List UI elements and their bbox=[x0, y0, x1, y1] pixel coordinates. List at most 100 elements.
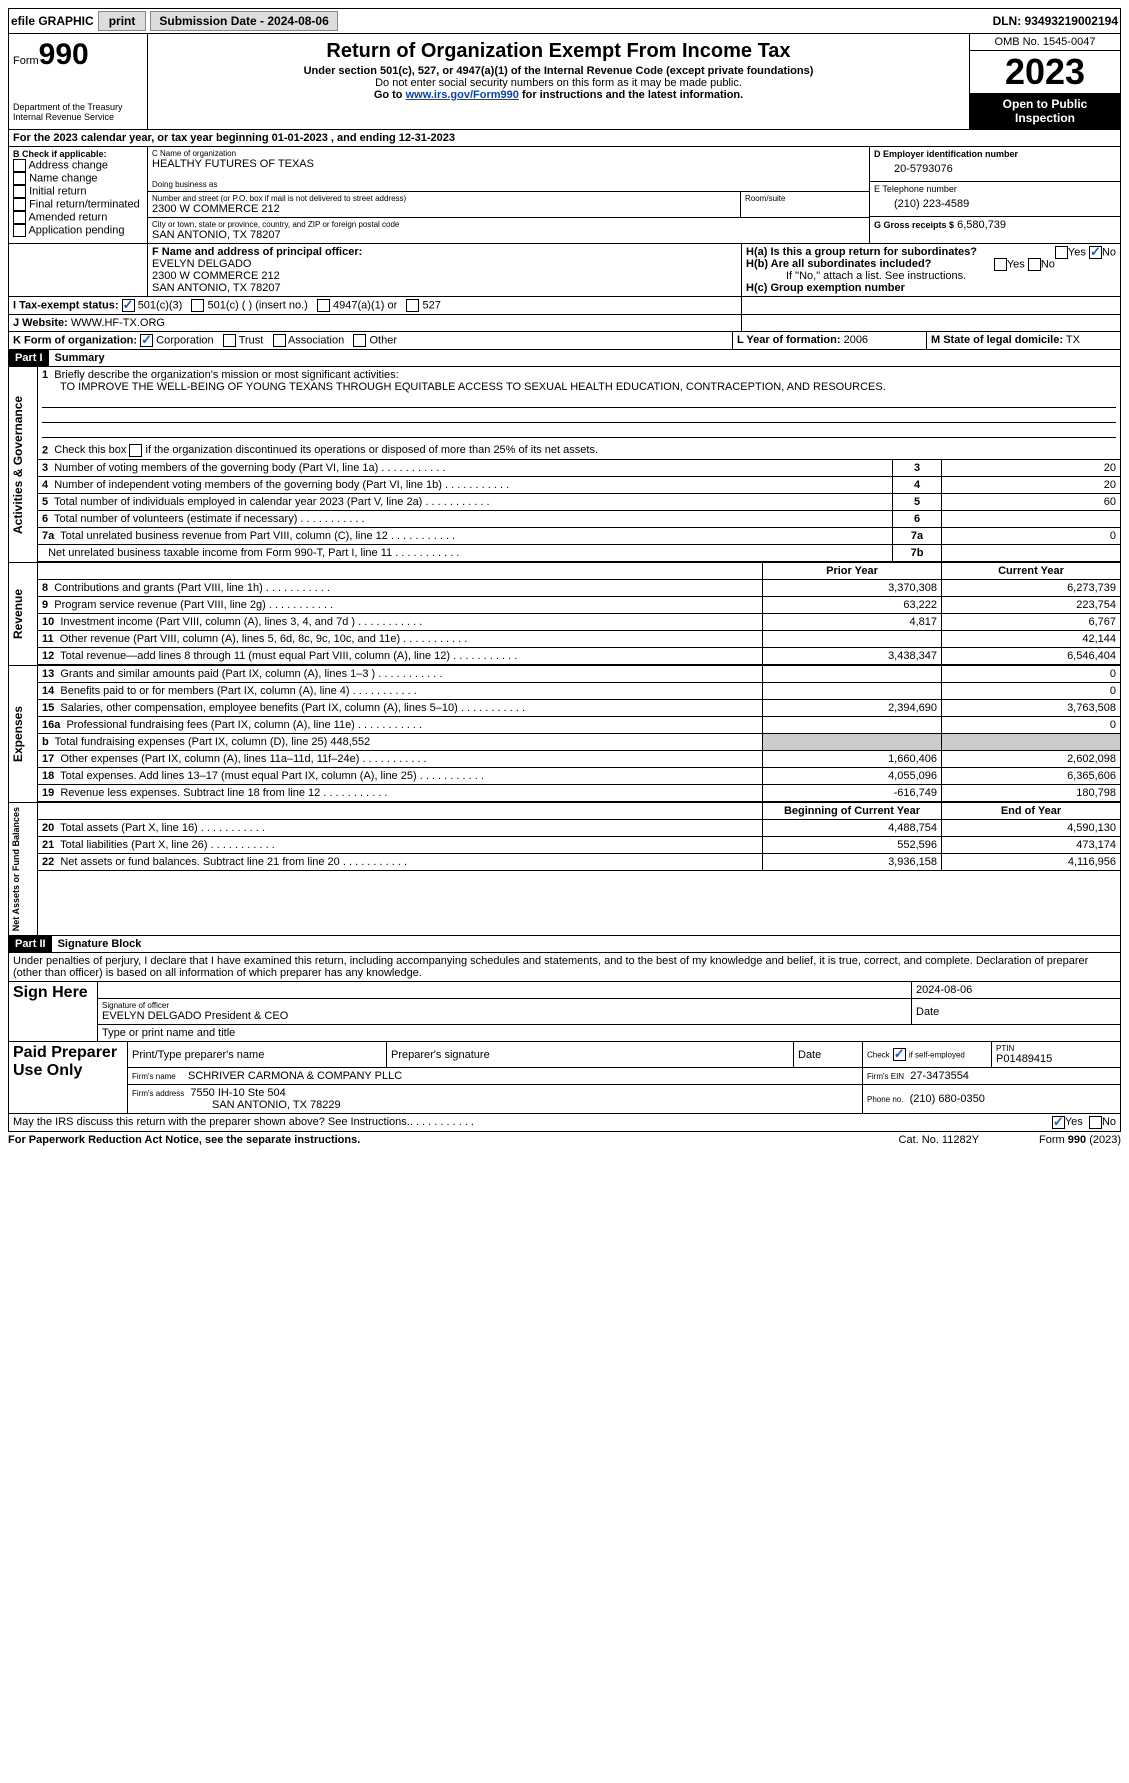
ptin-label: PTIN bbox=[996, 1044, 1116, 1053]
trust: Trust bbox=[239, 334, 264, 346]
tax-status-row: I Tax-exempt status: 501(c)(3) 501(c) ( … bbox=[8, 297, 1121, 315]
irs-link[interactable]: www.irs.gov/Form990 bbox=[406, 89, 519, 101]
form-number: Form990 bbox=[13, 38, 143, 72]
box-b-label: B Check if applicable: bbox=[13, 149, 143, 159]
table-row: 4 Number of independent voting members o… bbox=[38, 477, 1120, 494]
check-corp[interactable] bbox=[140, 334, 153, 347]
other: Other bbox=[369, 334, 397, 346]
ha-line: H(a) Is this a group return for subordin… bbox=[746, 246, 1116, 258]
officer-addr2: SAN ANTONIO, TX 78207 bbox=[152, 282, 737, 294]
check-amended[interactable]: Amended return bbox=[13, 211, 143, 224]
officer-label: F Name and address of principal officer: bbox=[152, 246, 737, 258]
declaration: Under penalties of perjury, I declare th… bbox=[8, 953, 1121, 982]
ha-no[interactable] bbox=[1089, 246, 1102, 259]
part2-badge: Part II bbox=[9, 936, 52, 952]
k-label: K Form of organization: bbox=[13, 334, 137, 346]
501c3: 501(c)(3) bbox=[138, 299, 183, 311]
date-label: Date bbox=[912, 999, 1121, 1025]
part1-title: Summary bbox=[49, 350, 111, 366]
form-subtitle: Under section 501(c), 527, or 4947(a)(1)… bbox=[152, 65, 965, 77]
check-address-change[interactable]: Address change bbox=[13, 159, 143, 172]
sign-here-label: Sign Here bbox=[9, 982, 98, 1041]
hb-yes[interactable] bbox=[994, 258, 1007, 271]
check-final-return[interactable]: Final return/terminated bbox=[13, 198, 143, 211]
table-row: 8 Contributions and grants (Part VIII, l… bbox=[38, 580, 1120, 597]
ein: 20-5793076 bbox=[874, 159, 1116, 179]
netassets-table: Beginning of Current YearEnd of Year 20 … bbox=[38, 803, 1120, 871]
form-prefix: Form bbox=[13, 55, 39, 67]
paid-preparer-block: Paid Preparer Use Only Print/Type prepar… bbox=[8, 1042, 1121, 1114]
dept-treasury: Department of the Treasury Internal Reve… bbox=[13, 102, 143, 122]
discuss-no[interactable] bbox=[1089, 1116, 1102, 1129]
top-bar: efile GRAPHIC print Submission Date - 20… bbox=[8, 8, 1121, 34]
ha-label: H(a) Is this a group return for subordin… bbox=[746, 246, 977, 258]
phone: (210) 223-4589 bbox=[874, 194, 1116, 214]
table-row: 3 Number of voting members of the govern… bbox=[38, 460, 1120, 477]
table-row: 9 Program service revenue (Part VIII, li… bbox=[38, 597, 1120, 614]
hb-no[interactable] bbox=[1028, 258, 1041, 271]
firm-ein: 27-3473554 bbox=[910, 1070, 969, 1082]
table-row: 7a Total unrelated business revenue from… bbox=[38, 528, 1120, 545]
check-assoc[interactable] bbox=[273, 334, 286, 347]
table-row: 21 Total liabilities (Part X, line 26) 5… bbox=[38, 837, 1120, 854]
public-inspection: Open to Public Inspection bbox=[970, 93, 1120, 129]
part1-header: Part I Summary bbox=[8, 350, 1121, 367]
tax-year: 2023 bbox=[970, 51, 1120, 93]
m-label: M State of legal domicile: bbox=[931, 334, 1063, 346]
firm-addr2: SAN ANTONIO, TX 78229 bbox=[132, 1099, 341, 1111]
revenue-table: Prior YearCurrent Year 8 Contributions a… bbox=[38, 563, 1120, 665]
check-initial-return[interactable]: Initial return bbox=[13, 185, 143, 198]
print-button[interactable]: print bbox=[98, 11, 147, 31]
check-501c3[interactable] bbox=[122, 299, 135, 312]
firm-addr1: 7550 IH-10 Ste 504 bbox=[190, 1087, 285, 1099]
table-row: 5 Total number of individuals employed i… bbox=[38, 494, 1120, 511]
527: 527 bbox=[422, 299, 440, 311]
goto-post: for instructions and the latest informat… bbox=[519, 89, 743, 101]
opt-amended: Amended return bbox=[28, 211, 107, 223]
firm-ein-label: Firm's EIN bbox=[867, 1072, 904, 1081]
discuss-row: May the IRS discuss this return with the… bbox=[8, 1114, 1121, 1132]
corp: Corporation bbox=[156, 334, 213, 346]
line-a: For the 2023 calendar year, or tax year … bbox=[8, 130, 1121, 147]
domicile: TX bbox=[1066, 334, 1080, 346]
check-name-change[interactable]: Name change bbox=[13, 172, 143, 185]
sig-officer-label: Signature of officer bbox=[102, 1001, 907, 1010]
opt-initial: Initial return bbox=[29, 185, 86, 197]
table-row: 12 Total revenue—add lines 8 through 11 … bbox=[38, 648, 1120, 665]
col-end: End of Year bbox=[942, 803, 1121, 820]
table-row: 20 Total assets (Part X, line 16) 4,488,… bbox=[38, 820, 1120, 837]
city: SAN ANTONIO, TX 78207 bbox=[152, 229, 865, 241]
form-header: Form990 Department of the Treasury Inter… bbox=[8, 34, 1121, 130]
officer-name: EVELYN DELGADO bbox=[152, 258, 737, 270]
hb-line: H(b) Are all subordinates included? Yes … bbox=[746, 258, 1116, 270]
prep-sig-label: Preparer's signature bbox=[387, 1042, 794, 1068]
firm-addr-label: Firm's address bbox=[132, 1089, 184, 1098]
firm-name-label: Firm's name bbox=[132, 1072, 176, 1081]
table-row: 17 Other expenses (Part IX, column (A), … bbox=[38, 751, 1120, 768]
period-text: For the 2023 calendar year, or tax year … bbox=[9, 130, 1120, 146]
table-row: 22 Net assets or fund balances. Subtract… bbox=[38, 854, 1120, 871]
check-other[interactable] bbox=[353, 334, 366, 347]
check-trust[interactable] bbox=[223, 334, 236, 347]
check-self-employed[interactable] bbox=[893, 1048, 906, 1061]
footer-left: For Paperwork Reduction Act Notice, see … bbox=[8, 1134, 360, 1146]
table-row: 13 Grants and similar amounts paid (Part… bbox=[38, 666, 1120, 683]
gross-label: G Gross receipts $ bbox=[874, 220, 954, 230]
efile-label: efile GRAPHIC bbox=[11, 14, 94, 28]
website-row: J Website: WWW.HF-TX.ORG bbox=[8, 315, 1121, 332]
opt-address: Address change bbox=[28, 159, 108, 171]
form-990: 990 bbox=[39, 38, 89, 71]
check-app-pending[interactable]: Application pending bbox=[13, 224, 143, 237]
check-501c[interactable] bbox=[191, 299, 204, 312]
check-discontinued[interactable] bbox=[129, 444, 142, 457]
table-row: 15 Salaries, other compensation, employe… bbox=[38, 700, 1120, 717]
sign-date: 2024-08-06 bbox=[912, 982, 1121, 999]
goto-text: Go to bbox=[374, 89, 406, 101]
discuss-yes[interactable] bbox=[1052, 1116, 1065, 1129]
check-4947[interactable] bbox=[317, 299, 330, 312]
col-begin: Beginning of Current Year bbox=[763, 803, 942, 820]
ha-yes[interactable] bbox=[1055, 246, 1068, 259]
submission-date: Submission Date - 2024-08-06 bbox=[150, 11, 337, 31]
check-527[interactable] bbox=[406, 299, 419, 312]
type-name-label: Type or print name and title bbox=[98, 1025, 1120, 1042]
